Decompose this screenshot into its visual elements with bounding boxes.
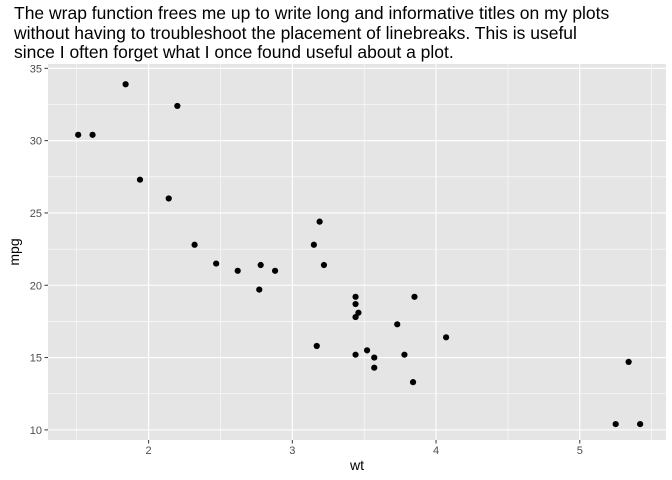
data-point (271, 267, 279, 274)
data-point (352, 300, 359, 308)
data-point (352, 351, 359, 358)
y-tick-label: 15 (30, 353, 42, 365)
major-gridlines (48, 64, 666, 440)
data-point (637, 420, 644, 428)
data-point (191, 241, 198, 248)
data-point (313, 342, 320, 350)
y-axis: 10 15 20 25 30 35 (30, 63, 48, 437)
data-point (411, 293, 418, 300)
y-axis-title: mpg (6, 238, 22, 265)
y-tick-label: 30 (30, 136, 42, 148)
minor-gridlines (48, 64, 666, 440)
y-tick-label: 35 (30, 63, 42, 75)
data-point (394, 321, 401, 328)
data-point (257, 261, 264, 269)
x-axis: 2 3 4 5 (146, 440, 583, 457)
x-tick-label: 4 (433, 445, 439, 457)
chart-title-line-1: The wrap function frees me up to write l… (14, 3, 610, 23)
data-point (122, 81, 129, 88)
data-point (256, 286, 263, 293)
y-tick-label: 20 (30, 280, 42, 292)
data-point (75, 131, 82, 138)
y-tick-label: 25 (30, 208, 42, 220)
x-tick-label: 3 (289, 445, 295, 457)
data-point (409, 379, 417, 386)
data-point (234, 267, 241, 274)
data-point (352, 293, 359, 300)
data-points (75, 81, 644, 428)
data-point (320, 261, 328, 269)
plot-panel (48, 64, 666, 440)
data-point (371, 354, 378, 361)
chart-title-line-3: since I often forget what I once found u… (14, 42, 454, 62)
chart-title: The wrap function frees me up to write l… (14, 3, 664, 63)
x-tick-label: 2 (146, 445, 152, 457)
data-point (355, 309, 362, 316)
data-point (165, 195, 172, 202)
data-point (136, 176, 144, 183)
y-tick-label: 10 (30, 425, 42, 437)
data-point (625, 358, 632, 366)
data-point (363, 347, 371, 354)
data-point (612, 420, 619, 428)
chart-title-line-2: without having to troubleshoot the place… (14, 22, 577, 43)
x-tick-label: 5 (577, 445, 583, 457)
x-axis-title: wt (349, 457, 364, 473)
data-point (213, 260, 220, 267)
data-point (371, 364, 378, 371)
data-point (316, 218, 323, 225)
data-point (401, 351, 408, 358)
data-point (89, 131, 96, 138)
data-point (443, 334, 450, 341)
data-point (174, 102, 181, 110)
data-point (310, 241, 317, 248)
